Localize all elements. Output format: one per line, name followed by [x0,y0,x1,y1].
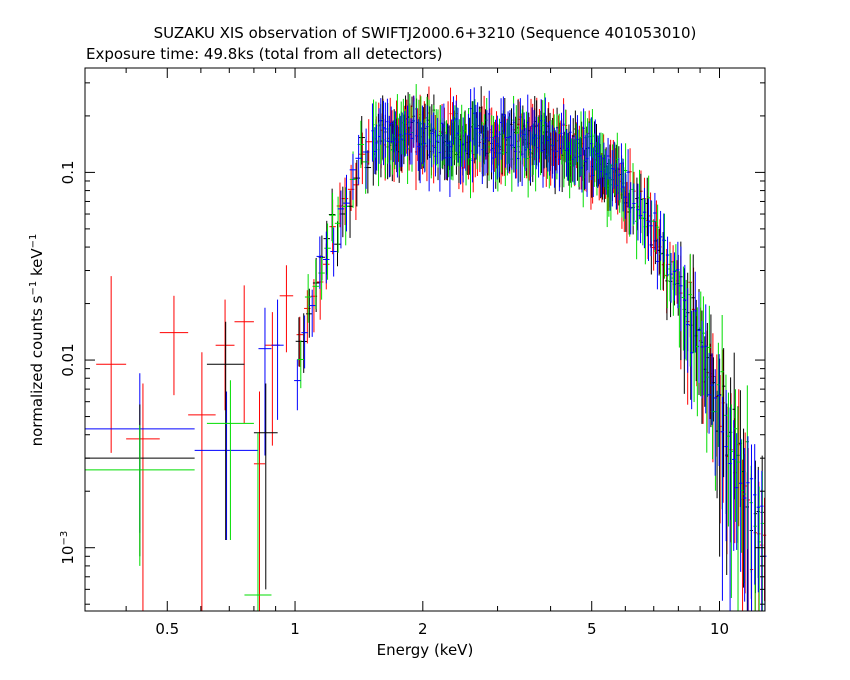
spectrum-series [294,87,767,611]
y-axis-label-sup2: −1 [28,234,39,249]
y-tick-label-exp: −3 [59,531,70,546]
plot-frame [84,67,766,612]
x-tick-label: 5 [587,620,597,638]
y-tick-label: 0.01 [59,343,77,376]
x-tick-label: 0.5 [155,620,179,638]
x-axis-label: Energy (keV) [377,641,474,659]
y-axis-label-main: normalized counts s [28,295,46,446]
y-axis-label-sup1: −1 [28,281,39,296]
y-tick-label: 0.1 [59,160,77,184]
x-tick-label: 2 [418,620,428,638]
y-axis-label: normalized counts s−1 keV−1 [28,234,46,447]
data-layer [85,84,767,611]
x-tick-label: 10 [710,620,729,638]
y-axis-label-mid: keV [28,248,46,281]
chart-subtitle: Exposure time: 49.8ks (total from all de… [86,45,442,63]
y-tick-label: 10−3 [59,531,77,565]
x-tick-label: 1 [290,620,300,638]
chart-title: SUZAKU XIS observation of SWIFTJ2000.6+3… [154,24,697,42]
y-tick-label-base: 10 [59,546,77,565]
